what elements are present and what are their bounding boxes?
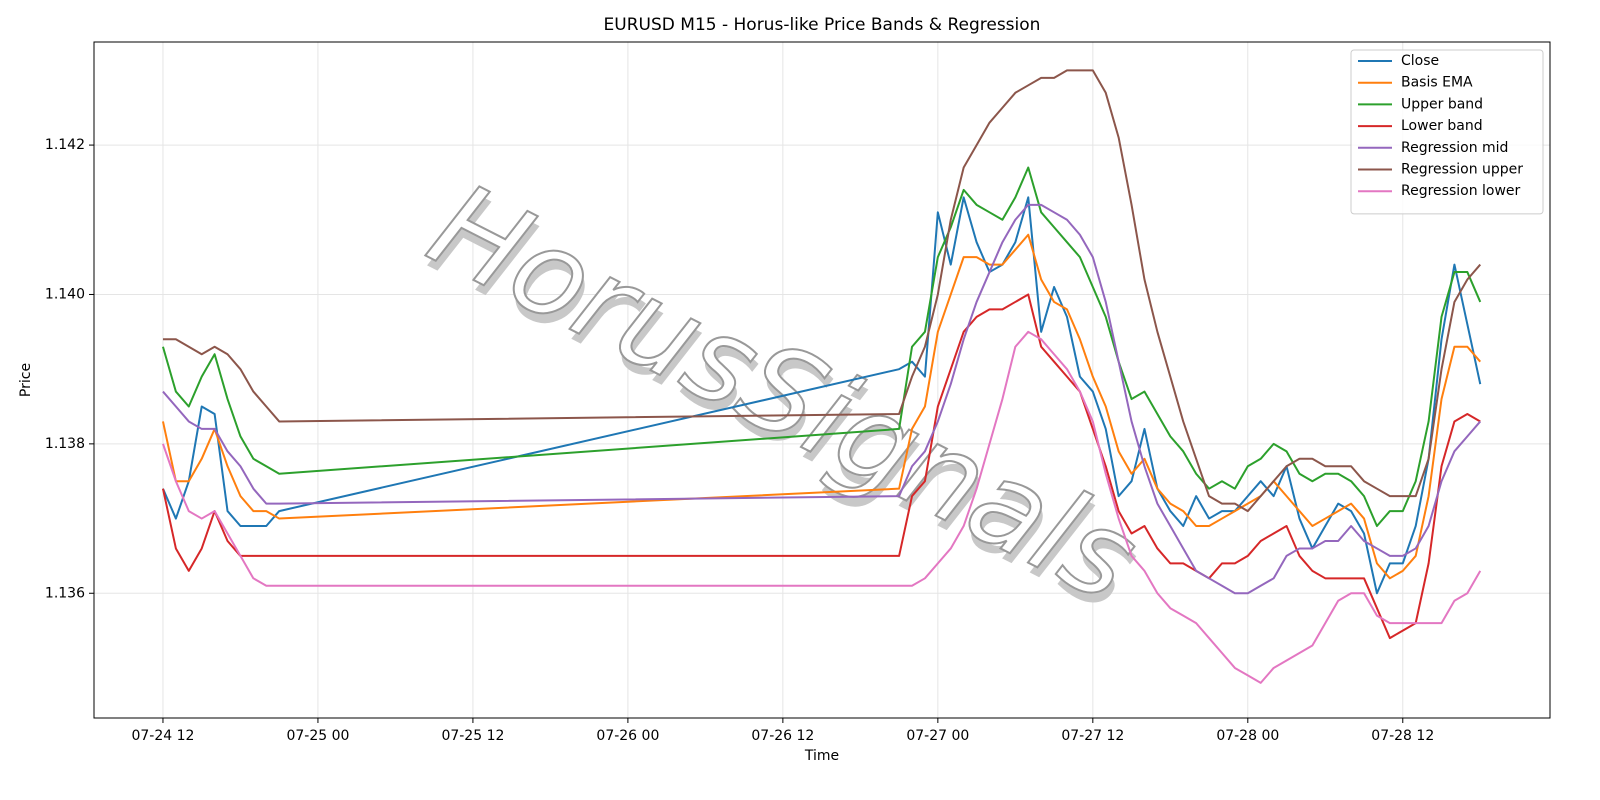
series-line	[161, 233, 1482, 580]
y-tick-label: 1.140	[45, 286, 85, 302]
series-line	[162, 69, 1482, 513]
series-line	[161, 166, 1482, 528]
plot-frame	[93, 41, 1551, 719]
legend-label: Regression mid	[1401, 140, 1508, 156]
x-tick-label: 07-28 12	[1371, 728, 1434, 744]
chart-title: EURUSD M15 - Horus-like Price Bands & Re…	[604, 15, 1041, 35]
x-tick-label: 07-26 00	[596, 728, 659, 744]
legend-label: Regression lower	[1401, 183, 1521, 199]
legend-label: Close	[1401, 53, 1439, 69]
legend-box	[1350, 49, 1544, 215]
series-line	[162, 196, 1482, 595]
x-tick-label: 07-26 12	[751, 728, 814, 744]
series-line	[162, 330, 1482, 684]
x-tick-label: 07-24 12	[131, 728, 194, 744]
y-tick-label: 1.136	[45, 585, 85, 601]
series-line	[162, 203, 1482, 595]
lines	[161, 69, 1482, 684]
y-tick-label: 1.142	[45, 137, 85, 153]
series-line	[161, 293, 1481, 640]
legend-label: Upper band	[1401, 96, 1483, 112]
legend: Close Basis EMA Upper band Lower band Regres…	[1350, 49, 1544, 215]
x-tick-label: 07-25 00	[286, 728, 349, 744]
y-axis-label: Price	[18, 363, 34, 397]
x-tick-label: 07-27 00	[906, 728, 969, 744]
y-tick-label: 1.138	[45, 436, 85, 452]
axes: 07-24 12 07-25 00 07-25 12 07-26 00 07-26 12…	[45, 137, 1434, 744]
x-axis-label: Time	[804, 748, 839, 764]
x-tick-label: 07-28 00	[1216, 728, 1279, 744]
legend-label: Regression upper	[1401, 162, 1523, 178]
legend-label: Lower band	[1401, 118, 1483, 134]
x-tick-label: 07-25 12	[441, 728, 504, 744]
legend-label: Basis EMA	[1401, 75, 1473, 91]
x-tick-label: 07-27 12	[1061, 728, 1124, 744]
